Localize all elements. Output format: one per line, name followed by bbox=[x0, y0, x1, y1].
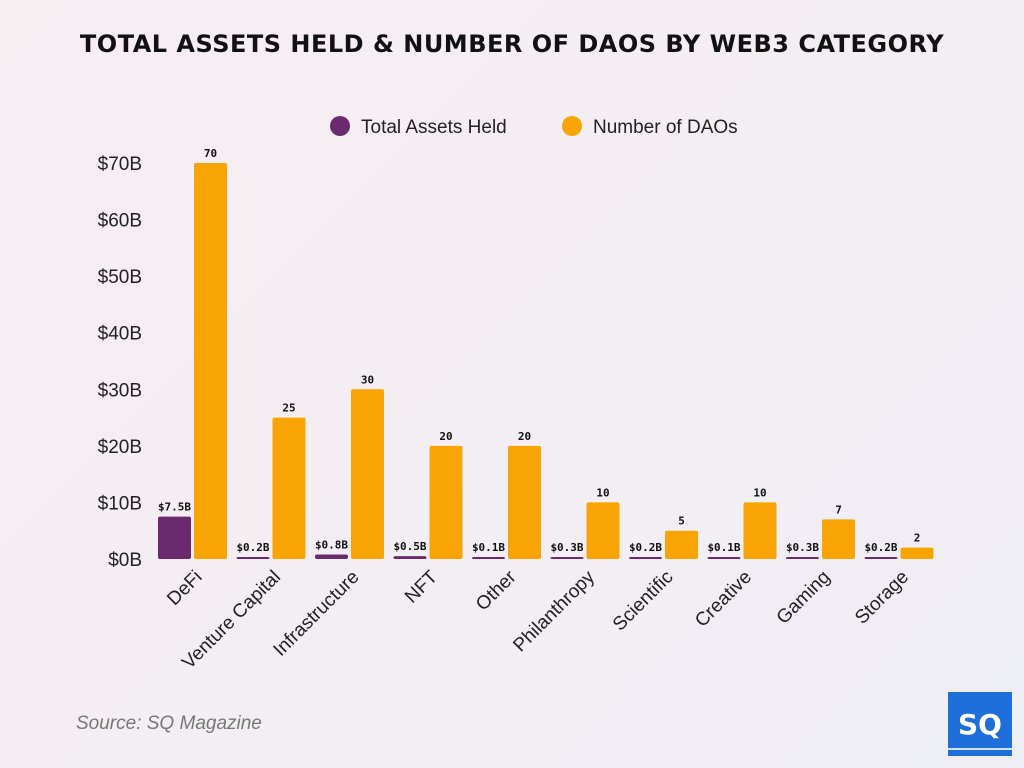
data-label: 20 bbox=[518, 430, 531, 443]
legend-label: Number of DAOs bbox=[593, 117, 738, 138]
bar-daos bbox=[272, 417, 306, 559]
x-tick-label: DeFi bbox=[163, 567, 206, 610]
bar-daos bbox=[822, 519, 855, 559]
legend-marker bbox=[562, 116, 582, 136]
data-label: 2 bbox=[914, 532, 921, 545]
y-tick-label: $30B bbox=[98, 380, 142, 401]
data-label: 20 bbox=[439, 430, 452, 443]
data-label: $7.5B bbox=[158, 501, 191, 514]
data-label: $0.3B bbox=[786, 541, 819, 554]
bar-daos bbox=[194, 163, 227, 559]
y-tick-label: $0B bbox=[108, 550, 142, 571]
bar-daos bbox=[743, 502, 777, 559]
bar-assets bbox=[472, 557, 505, 559]
x-tick-label: Storage bbox=[851, 567, 913, 629]
bar-daos bbox=[508, 445, 541, 559]
bar-assets bbox=[707, 557, 741, 559]
x-tick-label: Philanthropy bbox=[509, 566, 599, 656]
bar-daos bbox=[429, 445, 463, 559]
y-tick-label: $20B bbox=[98, 437, 142, 458]
data-label: 25 bbox=[282, 402, 295, 415]
y-tick-label: $50B bbox=[98, 267, 142, 288]
data-label: $0.3B bbox=[550, 541, 583, 554]
bar-daos bbox=[900, 547, 934, 559]
data-label: 70 bbox=[204, 147, 217, 160]
bar-daos bbox=[351, 389, 384, 559]
x-tick-label: Other bbox=[472, 566, 521, 615]
bar-assets bbox=[864, 557, 898, 559]
bar-assets bbox=[550, 557, 584, 559]
bar-daos bbox=[586, 502, 620, 559]
data-label: 10 bbox=[596, 486, 609, 499]
y-tick-label: $70B bbox=[98, 154, 142, 175]
bar-daos bbox=[665, 530, 698, 559]
bar-assets bbox=[393, 556, 427, 559]
bar-assets bbox=[315, 554, 348, 559]
data-label: $0.2B bbox=[864, 541, 897, 554]
data-label: 10 bbox=[753, 486, 766, 499]
data-label: $0.5B bbox=[393, 540, 426, 553]
x-tick-label: Gaming bbox=[773, 567, 835, 629]
x-tick-label: Creative bbox=[691, 567, 756, 632]
sq-logo: SQ bbox=[948, 692, 1012, 756]
legend-label: Total Assets Held bbox=[361, 117, 507, 138]
x-tick-label: Scientific bbox=[609, 567, 678, 636]
y-tick-label: $60B bbox=[98, 211, 142, 232]
source-note: Source: SQ Magazine bbox=[76, 713, 262, 734]
data-label: 5 bbox=[678, 515, 685, 528]
data-label: $0.2B bbox=[236, 541, 269, 554]
y-tick-label: $40B bbox=[98, 324, 142, 345]
data-label: $0.2B bbox=[629, 541, 662, 554]
x-tick-label: NFT bbox=[401, 566, 442, 607]
legend-marker bbox=[330, 116, 350, 136]
bar-assets bbox=[786, 557, 819, 559]
chart-title: TOTAL ASSETS HELD & NUMBER OF DAOS BY WE… bbox=[79, 30, 945, 58]
data-label: 30 bbox=[361, 373, 374, 386]
bar-assets bbox=[629, 557, 662, 559]
bar-assets bbox=[158, 516, 191, 559]
data-label: $0.1B bbox=[707, 541, 740, 554]
y-tick-label: $10B bbox=[98, 493, 142, 514]
data-label: 7 bbox=[835, 503, 842, 516]
bar-assets bbox=[236, 557, 270, 559]
data-label: $0.8B bbox=[315, 538, 348, 551]
data-label: $0.1B bbox=[472, 541, 505, 554]
